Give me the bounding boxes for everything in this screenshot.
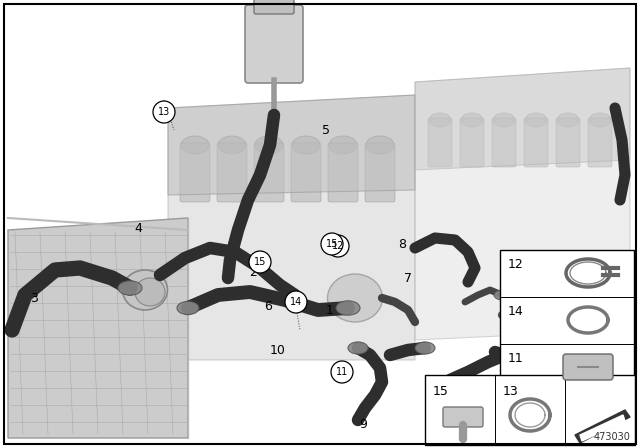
- Circle shape: [331, 361, 353, 383]
- Text: 4: 4: [134, 221, 142, 234]
- Polygon shape: [415, 68, 630, 340]
- Ellipse shape: [181, 136, 209, 154]
- FancyBboxPatch shape: [524, 118, 548, 167]
- FancyBboxPatch shape: [365, 143, 395, 202]
- FancyBboxPatch shape: [443, 407, 483, 427]
- Ellipse shape: [415, 342, 435, 354]
- Ellipse shape: [328, 274, 383, 322]
- Text: 6: 6: [264, 300, 272, 313]
- FancyBboxPatch shape: [588, 118, 612, 167]
- FancyBboxPatch shape: [328, 143, 358, 202]
- Ellipse shape: [292, 136, 320, 154]
- Circle shape: [249, 251, 271, 273]
- Polygon shape: [8, 218, 188, 438]
- FancyBboxPatch shape: [254, 143, 284, 202]
- Text: 13: 13: [503, 385, 519, 398]
- Text: 2: 2: [249, 266, 257, 279]
- FancyBboxPatch shape: [180, 143, 210, 202]
- Ellipse shape: [118, 281, 142, 295]
- Text: 1: 1: [326, 303, 334, 316]
- Ellipse shape: [255, 136, 283, 154]
- FancyBboxPatch shape: [563, 354, 613, 380]
- FancyBboxPatch shape: [428, 118, 452, 167]
- FancyBboxPatch shape: [245, 5, 303, 83]
- Text: 12: 12: [332, 241, 344, 251]
- Text: 3: 3: [30, 292, 38, 305]
- Polygon shape: [168, 95, 415, 360]
- Text: 14: 14: [508, 305, 524, 318]
- Text: 8: 8: [398, 237, 406, 250]
- Ellipse shape: [557, 113, 579, 127]
- Text: 14: 14: [290, 297, 302, 307]
- Circle shape: [285, 291, 307, 313]
- Ellipse shape: [177, 302, 199, 314]
- FancyBboxPatch shape: [492, 118, 516, 167]
- Text: 13: 13: [158, 107, 170, 117]
- Ellipse shape: [366, 136, 394, 154]
- Text: 11: 11: [336, 367, 348, 377]
- Polygon shape: [580, 415, 625, 441]
- Polygon shape: [575, 410, 630, 443]
- Text: 473030: 473030: [593, 432, 630, 442]
- Ellipse shape: [336, 301, 360, 315]
- Ellipse shape: [461, 113, 483, 127]
- Ellipse shape: [525, 113, 547, 127]
- Polygon shape: [415, 68, 630, 170]
- Text: 12: 12: [508, 258, 524, 271]
- Circle shape: [327, 235, 349, 257]
- FancyBboxPatch shape: [254, 0, 294, 14]
- Text: 11: 11: [508, 352, 524, 365]
- Ellipse shape: [494, 290, 510, 300]
- FancyBboxPatch shape: [460, 118, 484, 167]
- FancyBboxPatch shape: [291, 143, 321, 202]
- Ellipse shape: [493, 113, 515, 127]
- Ellipse shape: [329, 136, 357, 154]
- Ellipse shape: [348, 342, 368, 354]
- Text: 15: 15: [254, 257, 266, 267]
- FancyBboxPatch shape: [500, 250, 634, 390]
- FancyBboxPatch shape: [217, 143, 247, 202]
- FancyBboxPatch shape: [425, 375, 635, 445]
- Text: 7: 7: [404, 271, 412, 284]
- Ellipse shape: [135, 278, 165, 306]
- Ellipse shape: [122, 270, 168, 310]
- Ellipse shape: [429, 113, 451, 127]
- Text: 5: 5: [322, 124, 330, 137]
- Text: 9: 9: [359, 418, 367, 431]
- Text: 15: 15: [326, 239, 338, 249]
- Ellipse shape: [218, 136, 246, 154]
- Text: 10: 10: [270, 344, 286, 357]
- FancyBboxPatch shape: [556, 118, 580, 167]
- Ellipse shape: [589, 113, 611, 127]
- Text: 15: 15: [433, 385, 449, 398]
- Polygon shape: [168, 95, 415, 195]
- Circle shape: [153, 101, 175, 123]
- Circle shape: [321, 233, 343, 255]
